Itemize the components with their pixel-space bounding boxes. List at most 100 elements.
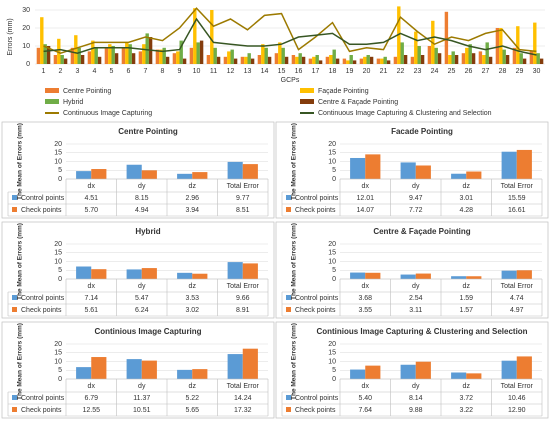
legend-swatch <box>286 207 291 212</box>
bar <box>291 55 296 64</box>
bar <box>434 47 438 64</box>
bar <box>97 56 102 64</box>
bar <box>332 49 336 64</box>
table-value: 3.68 <box>358 295 372 302</box>
bar <box>466 171 482 179</box>
bar <box>369 56 374 64</box>
legend-swatch <box>286 407 291 412</box>
bar <box>125 42 129 64</box>
bar <box>193 8 197 64</box>
bar <box>223 56 228 64</box>
bar <box>126 359 142 379</box>
bar <box>342 58 347 64</box>
bar <box>365 154 381 179</box>
bar <box>278 42 282 64</box>
x-tick-label: Total Error <box>501 183 534 190</box>
bar <box>230 49 234 64</box>
x-tick-label: 29 <box>516 68 524 75</box>
panel-border <box>275 121 549 219</box>
bar <box>315 55 319 64</box>
x-tick-label: dz <box>189 283 197 290</box>
bar <box>126 164 142 179</box>
y-axis-label: The Mean of Errors (mm) <box>291 123 298 200</box>
y-tick-label: 0 <box>58 376 62 383</box>
bar <box>80 55 85 64</box>
bar <box>516 149 532 179</box>
bar <box>281 47 285 64</box>
x-tick-label: 15 <box>278 68 286 75</box>
y-axis-label: The Mean of Errors (mm) <box>17 223 24 300</box>
table-value: 16.61 <box>508 207 526 214</box>
legend-swatch <box>12 407 17 412</box>
bar <box>363 56 367 64</box>
chart-title: Continious Image Capturing <box>94 327 201 336</box>
x-tick-label: 23 <box>414 68 422 75</box>
bar <box>196 42 200 64</box>
legend-label: Check points <box>295 207 336 214</box>
bar <box>242 164 258 179</box>
bar <box>349 55 353 64</box>
bar <box>138 51 143 64</box>
table-value: 3.72 <box>459 395 473 402</box>
table-value: 5.65 <box>185 407 199 414</box>
legend-label: Centre Pointing <box>63 88 111 95</box>
bar <box>350 369 366 379</box>
bar <box>284 56 289 64</box>
legend-swatch <box>12 195 17 200</box>
bar <box>177 369 193 379</box>
y-tick-label: 20 <box>54 341 62 348</box>
chart-title: Hybrid <box>135 227 160 236</box>
bar <box>242 263 258 279</box>
x-tick-label: dz <box>189 183 197 190</box>
y-tick-label: 20 <box>328 141 336 148</box>
y-tick-label: 15 <box>54 150 62 157</box>
x-tick-label: dy <box>138 383 146 390</box>
legend-swatch <box>286 395 291 400</box>
x-tick-label: 16 <box>295 68 303 75</box>
bar <box>172 53 177 64</box>
bar <box>227 51 231 64</box>
table-value: 5.40 <box>358 395 372 402</box>
x-tick-label: dy <box>138 283 146 290</box>
bar <box>301 56 306 64</box>
y-tick-label: 10 <box>328 358 336 365</box>
table-value: 3.02 <box>185 307 199 314</box>
bar <box>335 58 340 64</box>
x-tick-label: 18 <box>329 68 337 75</box>
legend-swatch <box>286 195 291 200</box>
x-tick-label: Total Error <box>227 183 260 190</box>
bar <box>380 58 384 64</box>
x-tick-label: dy <box>412 183 420 190</box>
x-tick-label: 22 <box>397 68 405 75</box>
table-value: 12.55 <box>82 407 100 414</box>
x-tick-label: dz <box>463 283 471 290</box>
y-tick-label: 20 <box>54 141 62 148</box>
y-tick-label: 5 <box>58 267 62 274</box>
bar <box>141 170 157 179</box>
bar <box>400 364 416 379</box>
x-tick-label: 24 <box>431 68 439 75</box>
bar <box>318 60 323 64</box>
bar <box>386 60 391 64</box>
bar <box>274 53 279 64</box>
y-tick-label: 0 <box>58 176 62 183</box>
legend-swatch <box>12 395 17 400</box>
bar <box>350 272 366 279</box>
panel-border <box>275 321 549 419</box>
table-value: 8.15 <box>135 195 149 202</box>
x-tick-label: 25 <box>448 68 456 75</box>
x-tick-label: 12 <box>227 68 235 75</box>
bar <box>141 360 157 379</box>
legend-label: Continuous Image Capturing <box>63 110 152 117</box>
line-series <box>43 17 537 56</box>
bar <box>159 49 163 64</box>
table-value: 8.14 <box>409 395 423 402</box>
y-tick-label: 10 <box>54 258 62 265</box>
bar <box>192 369 208 379</box>
table-value: 4.28 <box>459 207 473 214</box>
table-value: 3.94 <box>185 207 199 214</box>
y-tick-label: 15 <box>54 350 62 357</box>
bar <box>63 58 68 64</box>
bar <box>240 56 245 64</box>
bar <box>40 17 44 64</box>
